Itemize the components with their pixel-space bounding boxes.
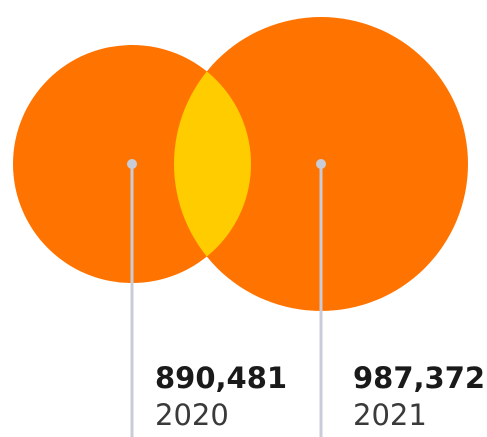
value-label-2020: 890,481 bbox=[155, 361, 287, 395]
year-label-2020: 2020 bbox=[155, 398, 229, 432]
center-dot-2020 bbox=[127, 159, 137, 169]
value-label-2021: 987,372 bbox=[353, 361, 485, 395]
center-dot-2021 bbox=[316, 159, 326, 169]
year-label-2021: 2021 bbox=[353, 398, 427, 432]
